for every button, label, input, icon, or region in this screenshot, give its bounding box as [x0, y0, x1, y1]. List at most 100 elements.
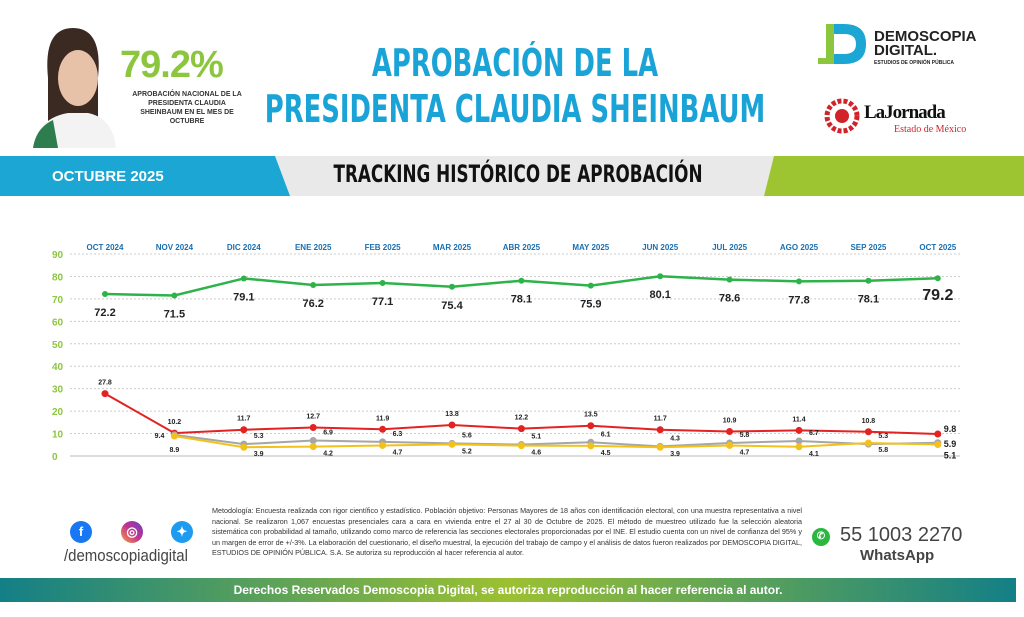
- data-label: 5.2: [462, 448, 472, 455]
- x-tick-label: JUN 2025: [642, 243, 679, 252]
- x-tick-label: JUL 2025: [712, 243, 748, 252]
- data-point: [726, 276, 733, 283]
- demoscopia-d-icon: [818, 24, 866, 64]
- series-line: [174, 433, 938, 448]
- x-tick-label: FEB 2025: [365, 243, 402, 252]
- data-label: 6.9: [323, 430, 333, 437]
- data-point: [934, 441, 942, 449]
- data-point: [379, 425, 387, 433]
- y-tick-label: 20: [52, 407, 64, 418]
- x-tick-label: OCT 2024: [87, 243, 124, 252]
- data-label: 10.9: [723, 418, 737, 425]
- data-point: [656, 426, 664, 434]
- data-label: 6.7: [809, 430, 819, 437]
- data-label: 76.2: [302, 298, 323, 310]
- data-label: 6.1: [601, 431, 611, 438]
- lajornada-emblem-icon: [824, 98, 860, 134]
- facebook-icon[interactable]: f: [70, 521, 92, 543]
- data-label: 4.7: [740, 449, 750, 456]
- phone-number[interactable]: 55 1003 2270: [840, 524, 963, 546]
- x-tick-label: ENE 2025: [295, 243, 332, 252]
- data-label: 8.9: [170, 447, 180, 454]
- data-label: 4.6: [531, 450, 541, 457]
- data-label: 27.8: [98, 380, 112, 387]
- data-point: [726, 428, 734, 436]
- lajornada-logo-subtext: Estado de México: [894, 124, 967, 135]
- y-tick-label: 80: [52, 272, 64, 283]
- data-point: [587, 282, 594, 289]
- demoscopia-logo-text: DEMOSCOPIA DIGITAL.: [874, 28, 976, 59]
- section-band: [0, 156, 1024, 196]
- data-point: [240, 443, 248, 451]
- data-label: 75.9: [580, 299, 601, 311]
- data-label: 79.2: [922, 287, 953, 304]
- data-point: [796, 278, 802, 285]
- data-point: [170, 432, 178, 440]
- data-label: 4.7: [393, 449, 403, 456]
- data-point: [518, 277, 525, 284]
- data-point: [309, 423, 317, 431]
- data-label: 78.1: [511, 294, 532, 306]
- data-point: [448, 421, 456, 429]
- data-label: 11.7: [237, 416, 250, 423]
- data-point: [449, 283, 455, 290]
- y-tick-label: 90: [52, 250, 64, 261]
- x-tick-label: DIC 2024: [227, 243, 261, 252]
- data-label: 4.2: [323, 451, 333, 458]
- data-label: 3.9: [254, 451, 264, 458]
- data-label: 13.8: [445, 411, 459, 418]
- data-point: [934, 275, 941, 282]
- lajornada-logo-text: LaJornada: [864, 102, 946, 123]
- y-tick-label: 50: [52, 340, 64, 351]
- data-point: [657, 273, 664, 280]
- data-label: 5.3: [254, 433, 264, 440]
- y-tick-label: 70: [52, 295, 64, 306]
- data-point: [379, 441, 387, 449]
- data-label: 5.3: [878, 433, 888, 440]
- data-label: 10.8: [862, 418, 876, 425]
- data-label: 10.2: [168, 419, 182, 426]
- demoscopia-logo: DEMOSCOPIA DIGITAL. ESTUDIOS DE OPINIÓN …: [816, 22, 996, 72]
- approval-percentage: 79.2%: [120, 44, 224, 86]
- data-label: 71.5: [164, 309, 185, 321]
- data-label: 80.1: [649, 289, 670, 301]
- y-tick-label: 60: [52, 317, 64, 328]
- social-handle[interactable]: /demoscopiadigital: [64, 546, 188, 565]
- data-point: [587, 442, 595, 450]
- data-label: 78.6: [719, 293, 740, 305]
- data-label: 9.4: [155, 433, 165, 440]
- twitter-icon[interactable]: ✦: [171, 521, 193, 543]
- president-photo: [33, 28, 116, 148]
- title-line-2: PRESIDENTA CLAUDIA SHEINBAUM: [264, 87, 766, 131]
- demoscopia-logo-subtext: ESTUDIOS DE OPINIÓN PÚBLICA: [874, 60, 955, 66]
- data-point: [101, 390, 109, 398]
- x-tick-label: OCT 2025: [919, 243, 956, 252]
- month-label: OCTUBRE 2025: [52, 168, 164, 185]
- whatsapp-label: WhatsApp: [860, 547, 935, 564]
- x-tick-label: MAR 2025: [433, 243, 472, 252]
- data-label: 5.8: [878, 447, 888, 454]
- data-label: 77.1: [372, 296, 393, 308]
- x-tick-label: AGO 2025: [780, 243, 819, 252]
- data-point: [864, 428, 872, 436]
- y-tick-label: 30: [52, 385, 64, 396]
- data-label: 4.5: [601, 450, 611, 457]
- data-point: [102, 290, 108, 297]
- data-label: 9.8: [944, 424, 957, 434]
- data-label: 72.2: [94, 307, 115, 319]
- whatsapp-icon[interactable]: ✆: [812, 528, 830, 546]
- data-point: [864, 439, 872, 447]
- data-label: 5.6: [462, 432, 472, 439]
- data-label: 3.9: [670, 451, 680, 458]
- data-point: [379, 279, 386, 286]
- instagram-icon[interactable]: ◎: [121, 521, 143, 543]
- data-label: 5.1: [531, 434, 541, 441]
- data-label: 5.1: [944, 451, 957, 461]
- data-point: [934, 430, 942, 438]
- data-point: [517, 442, 525, 450]
- x-tick-label: MAY 2025: [572, 243, 609, 252]
- data-point: [240, 275, 247, 282]
- data-point: [656, 443, 664, 451]
- y-tick-label: 10: [52, 430, 64, 441]
- data-point: [171, 292, 178, 299]
